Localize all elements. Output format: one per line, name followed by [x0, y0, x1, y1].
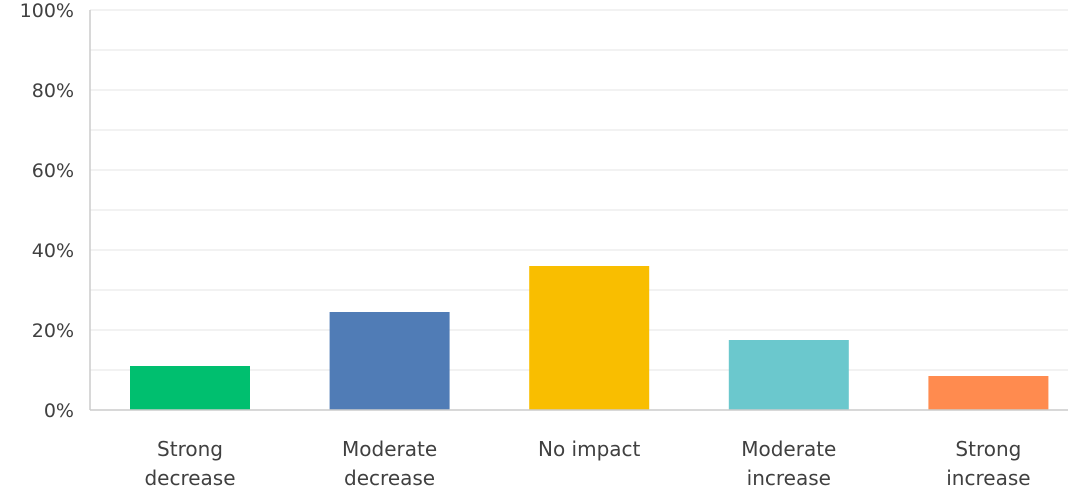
- bars: [130, 266, 1049, 410]
- bar[interactable]: [728, 340, 849, 410]
- x-category-label: Moderate increase: [741, 437, 836, 489]
- x-category-label: Strong decrease: [144, 437, 235, 489]
- y-tick-label: 40%: [32, 240, 74, 262]
- y-tick-label: 20%: [32, 320, 74, 342]
- labels: 0% 20% 40% 60% 80% 100% Strong decrease Moderate…: [20, 0, 1031, 489]
- axes: [89, 10, 1068, 411]
- y-tick-label: 100%: [20, 0, 74, 22]
- bar[interactable]: [529, 266, 650, 410]
- y-tick-label: 60%: [32, 160, 74, 182]
- bar[interactable]: [130, 366, 250, 410]
- y-tick-label: 80%: [32, 80, 74, 102]
- bar[interactable]: [329, 312, 450, 410]
- x-category-label: No impact: [538, 437, 641, 461]
- x-category-label: Moderate decrease: [342, 437, 437, 489]
- x-category-label: Strong increase: [946, 437, 1030, 489]
- bar[interactable]: [928, 376, 1049, 410]
- y-tick-label: 0%: [44, 400, 74, 422]
- gridlines: [90, 9, 1068, 371]
